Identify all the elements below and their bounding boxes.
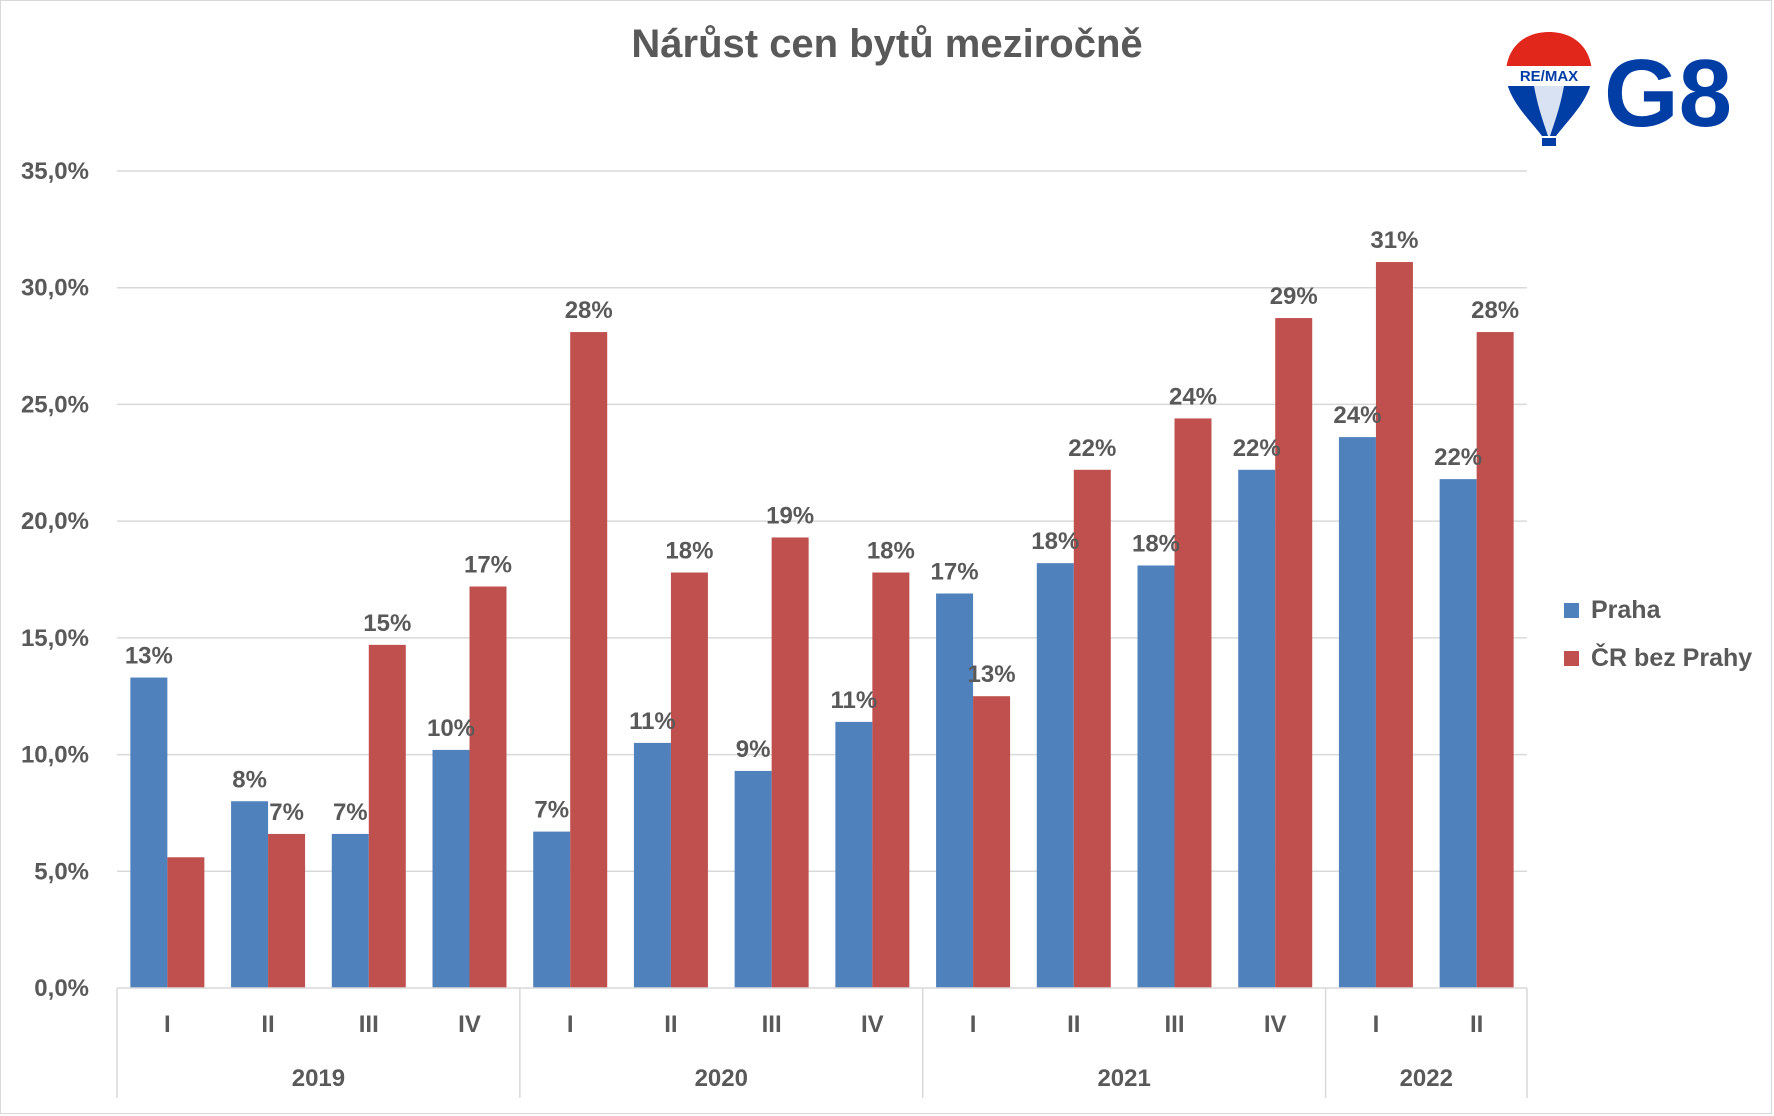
y-tick-label: 20,0%	[21, 508, 89, 535]
data-label: 17%	[464, 552, 512, 579]
remax-text: RE/MAX	[1520, 68, 1578, 85]
data-label: 11%	[830, 687, 877, 714]
data-label: 11%	[629, 708, 676, 735]
data-label: 13%	[125, 643, 173, 670]
bar-cr-bez-prahy	[570, 332, 608, 989]
bar-cr-bez-prahy	[872, 572, 910, 988]
y-tick-label: 10,0%	[21, 742, 89, 769]
x-tick-label: II	[1067, 1011, 1080, 1038]
data-label: 22%	[1068, 435, 1116, 462]
x-tick-label: IV	[861, 1011, 884, 1038]
data-label: 31%	[1370, 227, 1418, 254]
data-label: 7%	[333, 799, 368, 826]
bar-praha	[130, 677, 168, 988]
data-label: 7%	[534, 797, 569, 824]
bar-cr-bez-prahy	[973, 696, 1011, 988]
data-label: 24%	[1169, 383, 1217, 410]
data-label: 15%	[363, 610, 411, 637]
bar-cr-bez-prahy	[167, 857, 205, 988]
remax-g8-logo: RE/MAX G8	[1506, 32, 1732, 147]
bar-cr-bez-prahy	[670, 572, 708, 988]
year-label: 2022	[1400, 1065, 1453, 1092]
y-tick-label: 35,0%	[21, 158, 89, 185]
bar-praha	[331, 833, 369, 988]
legend-swatch-cr-bez-prahy	[1564, 650, 1579, 666]
chart-title: Nárůst cen bytů meziročně	[631, 22, 1143, 66]
y-tick-label: 30,0%	[21, 275, 89, 302]
year-label: 2021	[1097, 1065, 1150, 1092]
bar-praha	[1238, 469, 1276, 988]
bar-cr-bez-prahy	[1476, 332, 1514, 989]
bar-cr-bez-prahy	[1174, 418, 1212, 988]
bar-praha	[1338, 437, 1376, 988]
year-label: 2019	[292, 1065, 345, 1092]
bar-praha	[533, 831, 571, 988]
year-label: 2020	[695, 1065, 748, 1092]
bar-praha	[1036, 563, 1074, 988]
bar-cr-bez-prahy	[469, 586, 507, 988]
y-tick-label: 15,0%	[21, 625, 89, 652]
y-tick-label: 0,0%	[34, 975, 89, 1002]
data-label: 9%	[736, 736, 771, 763]
legend-swatch-praha	[1564, 602, 1579, 618]
bar-cr-bez-prahy	[1375, 262, 1413, 989]
data-label: 7%	[269, 799, 304, 826]
x-tick-label: I	[567, 1011, 574, 1038]
x-tick-label: I	[164, 1011, 171, 1038]
x-tick-label: II	[261, 1011, 274, 1038]
x-tick-label: III	[762, 1011, 782, 1038]
x-tick-label: II	[1470, 1011, 1483, 1038]
balloon-icon	[1506, 32, 1592, 136]
bar-cr-bez-prahy	[1073, 469, 1111, 988]
bar-cr-bez-prahy	[268, 833, 306, 988]
data-label: 17%	[931, 559, 979, 586]
legend-label-praha: Praha	[1591, 595, 1661, 624]
bar-praha	[432, 749, 470, 988]
x-tick-label: I	[970, 1011, 977, 1038]
x-tick-label: III	[359, 1011, 379, 1038]
data-label: 8%	[232, 766, 267, 793]
bar-cr-bez-prahy	[771, 537, 809, 988]
legend-label-cr-bez-prahy: ČR bez Prahy	[1591, 643, 1753, 672]
x-tick-label: IV	[1264, 1011, 1287, 1038]
data-label: 19%	[766, 502, 814, 529]
data-label: 24%	[1333, 402, 1381, 429]
g8-text: G8	[1604, 40, 1732, 147]
bar-praha	[835, 721, 873, 988]
bar-praha	[936, 593, 974, 988]
legend-item-praha: Praha	[1564, 586, 1752, 634]
data-label: 28%	[1471, 297, 1519, 324]
y-tick-label: 25,0%	[21, 391, 89, 418]
x-tick-label: IV	[458, 1011, 481, 1038]
data-label: 22%	[1233, 435, 1281, 462]
data-label: 18%	[867, 537, 915, 564]
data-label: 18%	[665, 537, 713, 564]
bar-praha	[633, 742, 671, 988]
balloon-basket	[1542, 138, 1556, 146]
data-label: 29%	[1270, 283, 1318, 310]
bar-praha	[734, 770, 772, 988]
bar-cr-bez-prahy	[1275, 318, 1313, 988]
data-label: 22%	[1434, 444, 1482, 471]
bar-praha	[1439, 479, 1477, 988]
data-label: 28%	[565, 297, 613, 324]
data-label: 18%	[1132, 530, 1180, 557]
data-label: 18%	[1031, 528, 1079, 555]
data-label: 13%	[968, 661, 1016, 688]
bar-praha	[1137, 565, 1175, 988]
x-tick-label: III	[1164, 1011, 1184, 1038]
legend-item-cr-bez-prahy: ČR bez Prahy	[1564, 634, 1752, 682]
bar-cr-bez-prahy	[368, 644, 406, 988]
bar-praha	[231, 801, 269, 988]
legend: Praha ČR bez Prahy	[1564, 586, 1752, 682]
x-tick-label: II	[664, 1011, 677, 1038]
data-label: 10%	[427, 715, 475, 742]
y-tick-label: 5,0%	[34, 858, 89, 885]
x-tick-label: I	[1373, 1011, 1380, 1038]
